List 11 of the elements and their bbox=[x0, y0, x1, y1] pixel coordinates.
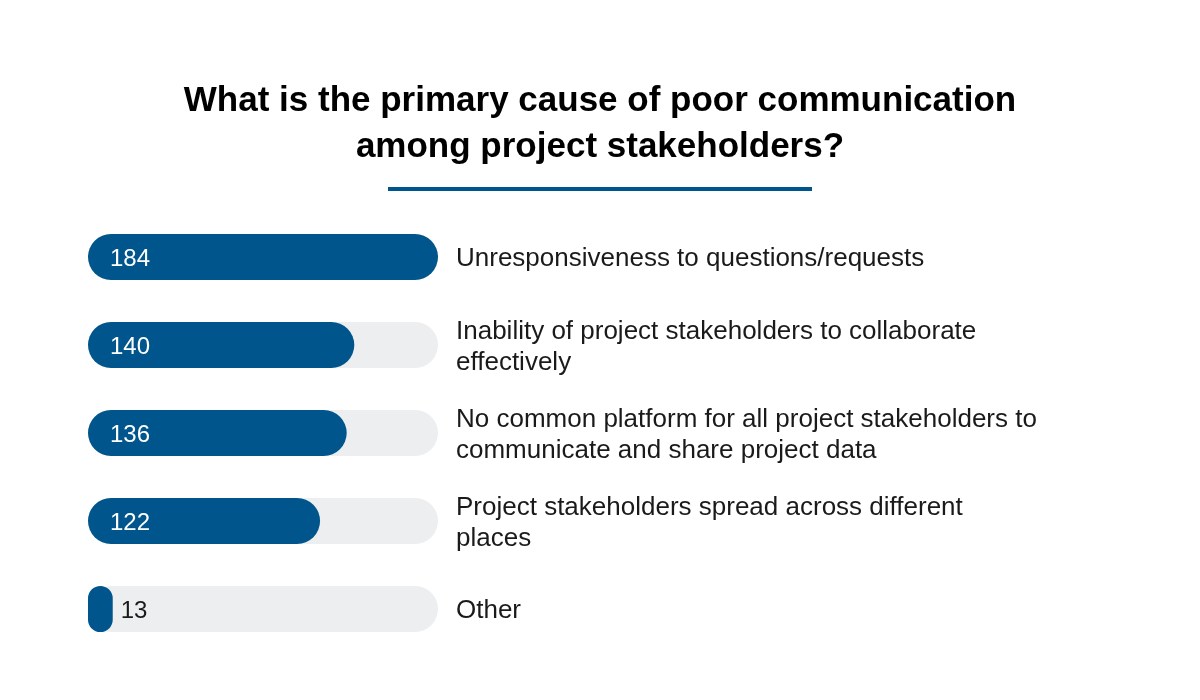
data-label: 122 bbox=[110, 507, 151, 535]
data-label: 13 bbox=[120, 595, 148, 623]
data-label: 140 bbox=[110, 331, 151, 359]
data-label: 136 bbox=[110, 419, 151, 447]
y-tick-label: No common platform for all project stakeholders to communicate and share project data bbox=[456, 402, 1037, 464]
y-tick-label: Project stakeholders spread across different places bbox=[456, 490, 964, 552]
y-tick-label: Inability of project stakeholders to collaborate effectively bbox=[456, 314, 977, 376]
data-label: 184 bbox=[110, 243, 151, 271]
y-tick-label: Other bbox=[456, 594, 522, 624]
text: What is the primary cause of poor communication among project stakeholders? bbox=[182, 78, 1018, 166]
y-tick-label: Unresponsiveness to questions/requests bbox=[456, 242, 925, 272]
